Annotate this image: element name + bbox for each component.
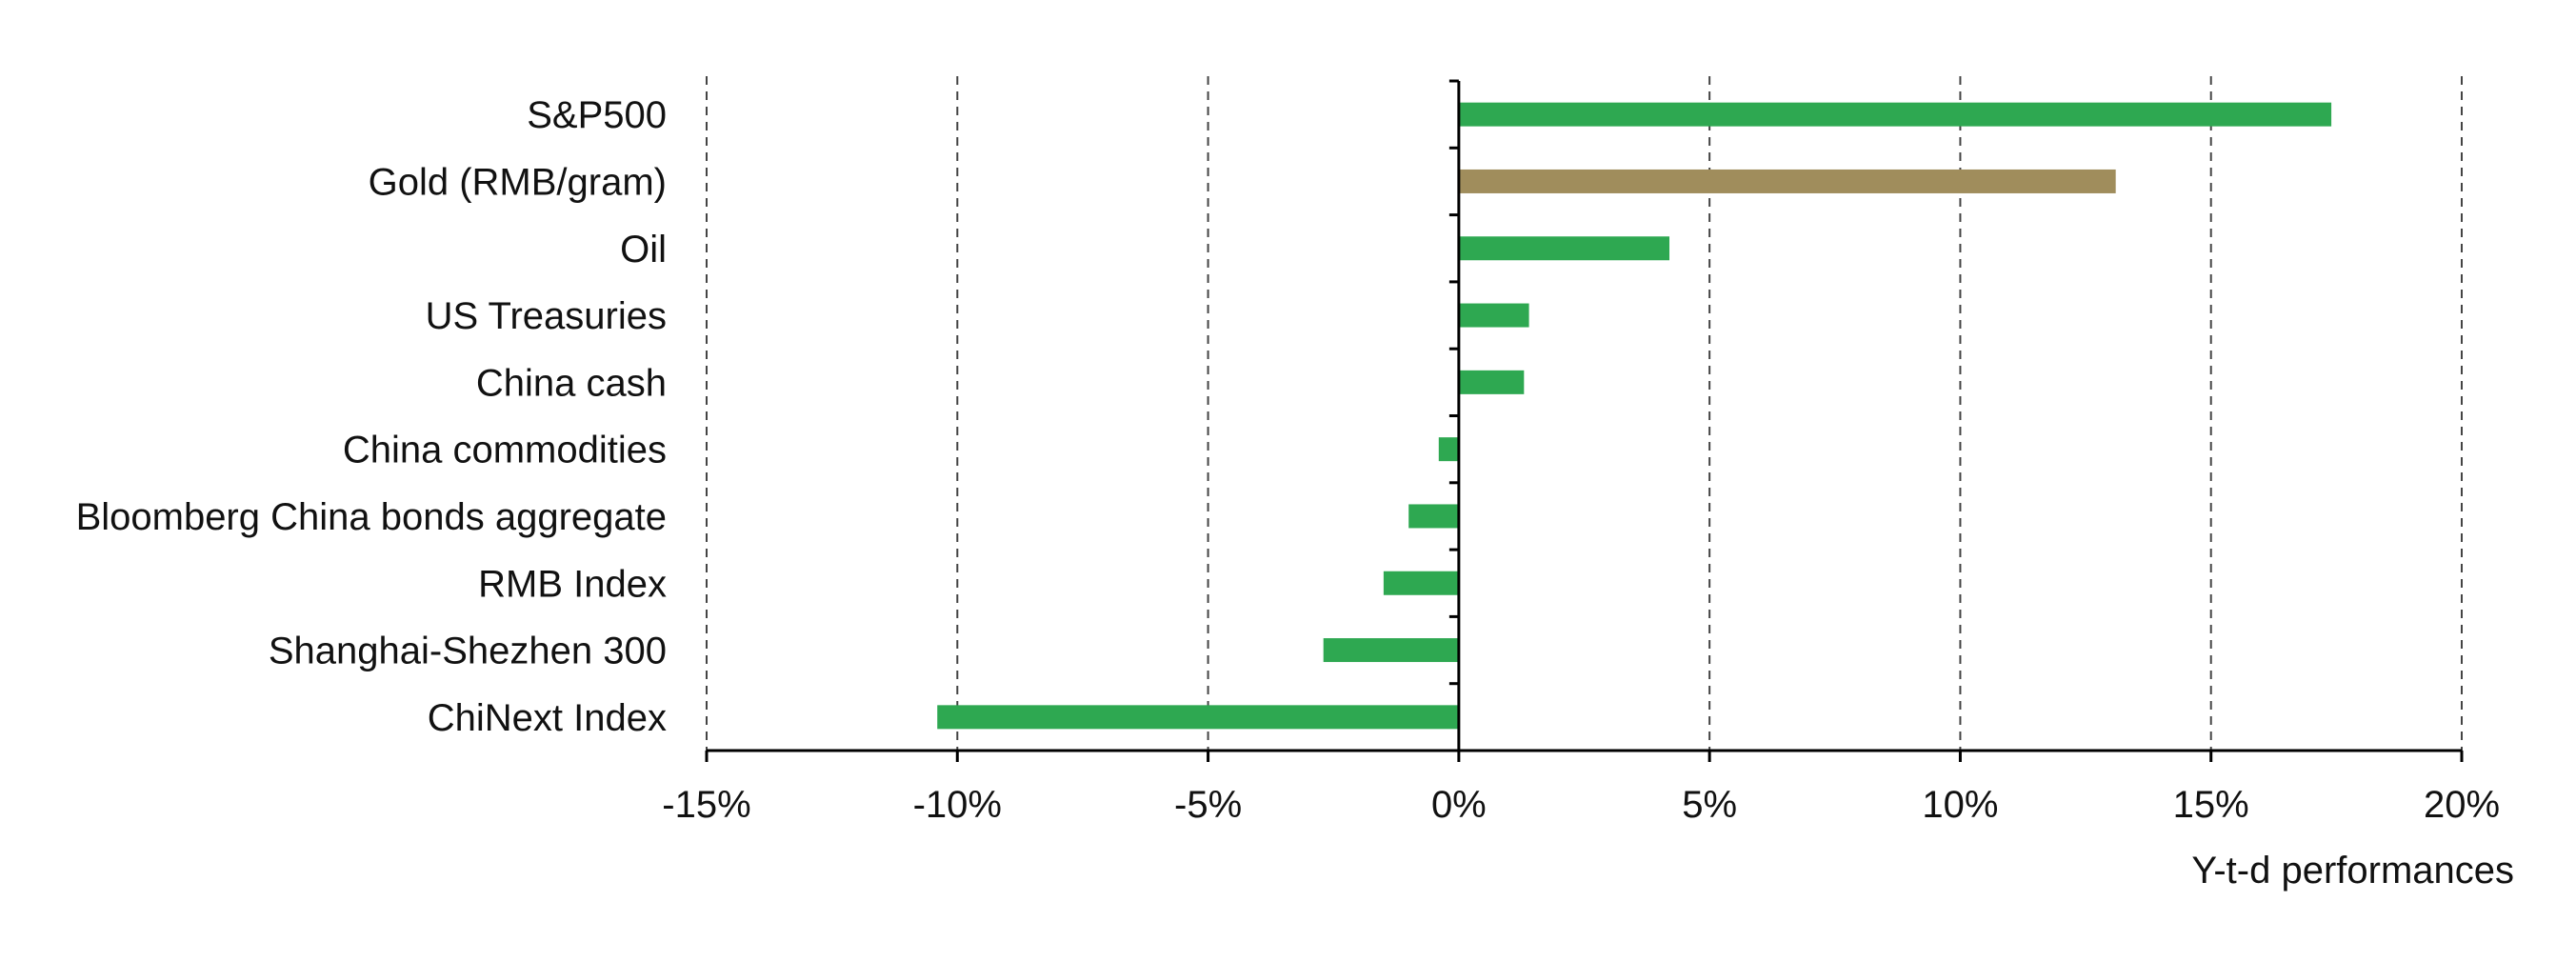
x-tick-labels: -15% -10% -5% 0% 5% 10% 15% 20% [662,784,2500,826]
bar [1458,303,1529,328]
bar [1408,504,1459,529]
x-tick-label: 10% [1922,784,1998,826]
axes [707,81,2462,752]
bar [1458,370,1525,394]
x-tick-label: -15% [662,784,750,826]
category-label: Gold (RMB/gram) [369,161,667,203]
category-label: Oil [620,229,667,271]
bar [1458,169,2116,193]
x-tick-label: -5% [1174,784,1242,826]
category-labels: S&P500 Gold (RMB/gram) Oil US Treasuries Chi… [76,94,667,739]
category-label: US Treasuries [426,295,667,337]
bar [937,705,1459,730]
x-tick-label: 5% [1682,784,1737,826]
bar [1458,236,1670,261]
category-label: China commodities [343,430,667,471]
category-label: RMB Index [478,563,667,605]
x-axis-title: Y-t-d performances [2191,850,2514,892]
bar [1323,638,1459,663]
category-label: Bloomberg China bonds aggregate [76,496,667,538]
bar [1383,571,1459,595]
x-tick-label: 15% [2173,784,2249,826]
x-tick-label: 0% [1431,784,1487,826]
category-label: S&P500 [527,94,667,136]
x-tick-label: -10% [913,784,1002,826]
bars [937,102,2332,730]
bar [1458,102,2332,127]
category-label: ChiNext Index [428,697,667,739]
category-label: Shanghai-Shezhen 300 [269,631,667,672]
bar [1438,437,1459,462]
category-label: China cash [476,362,667,404]
x-tick-label: 20% [2424,784,2500,826]
